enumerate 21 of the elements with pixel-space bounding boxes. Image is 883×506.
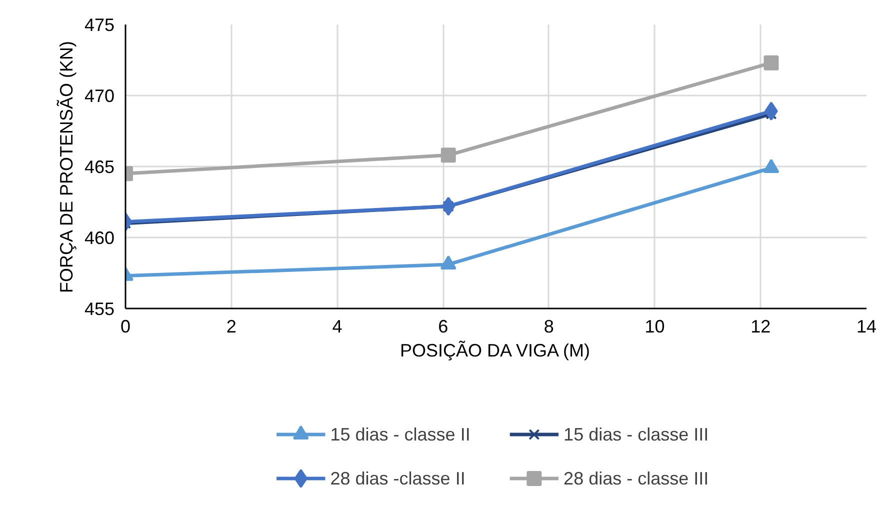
x-tick-label: 12	[750, 316, 771, 336]
x-tick-label: 8	[544, 316, 554, 336]
x-tick-label: 0	[120, 316, 131, 336]
legend-label: 28 dias -classe II	[330, 468, 466, 488]
y-tick-label: 455	[84, 299, 115, 319]
x-tick-label: 6	[438, 316, 448, 336]
point	[442, 196, 456, 216]
x-tick-label: 14	[856, 316, 877, 336]
legend-label: 28 dias - classe III	[564, 468, 709, 488]
y-tick-label: 475	[84, 15, 115, 35]
y-tick-label: 465	[84, 157, 115, 177]
x-tick-label: 10	[644, 316, 665, 336]
y-axis-title: FORÇA DE PROTENSÃO (KN)	[56, 40, 76, 294]
x-axis-title: POSIÇÃO DA VIGA (M)	[400, 340, 590, 360]
x-tick-label: 2	[226, 316, 236, 336]
y-tick-label: 470	[84, 86, 115, 106]
legend-label: 15 dias - classe III	[564, 424, 709, 444]
y-tick-label: 460	[84, 228, 115, 248]
point	[764, 55, 779, 70]
legend-label: 15 dias - classe II	[330, 424, 470, 444]
x-tick-label: 4	[332, 316, 342, 336]
